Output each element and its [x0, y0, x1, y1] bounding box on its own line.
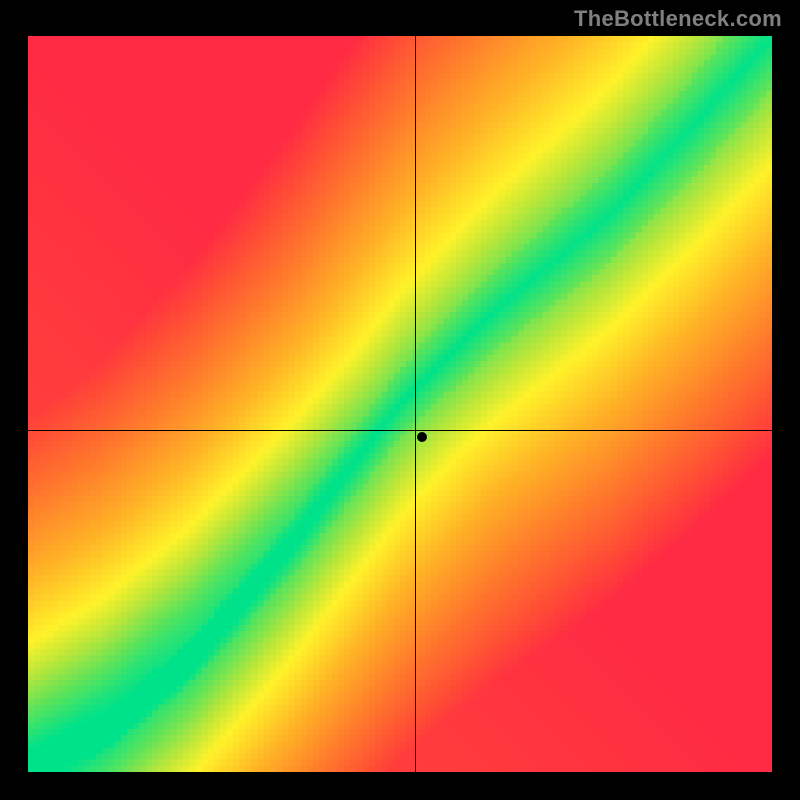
bottleneck-heatmap	[28, 36, 772, 772]
crosshair-vertical	[415, 36, 416, 772]
chart-container: TheBottleneck.com	[0, 0, 800, 800]
watermark-label: TheBottleneck.com	[574, 6, 782, 32]
crosshair-horizontal	[28, 430, 772, 431]
selection-marker	[417, 432, 427, 442]
